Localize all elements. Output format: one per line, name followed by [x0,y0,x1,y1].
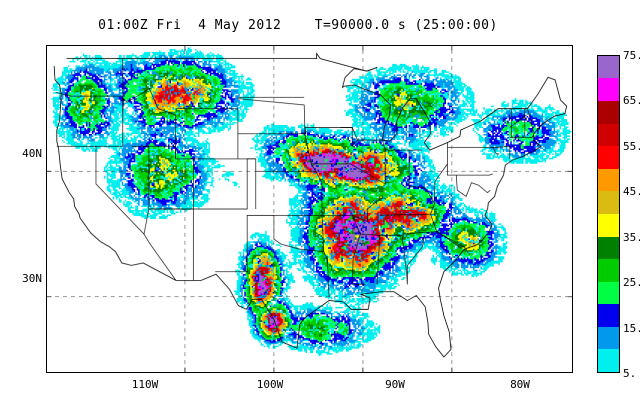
colorbar-label-55: 55. [623,139,640,153]
colorbar-label-75: 75. [623,49,640,62]
colorbar-band-5-10 [598,349,619,372]
colorbar-label-25: 25. [623,276,640,290]
xtick-100W: 100W [256,378,284,391]
map-plot-area [46,45,573,373]
colorbar-label-65: 65. [623,94,640,108]
colorbar-label-35: 35. [623,230,640,244]
colorbar-label-45: 45. [623,185,640,199]
colorbar-label-5: 5. [623,367,637,380]
colorbar-tick-labels: 5. 15. 25. 35. 45. 55. 65. 75. [621,47,640,381]
colorbar-band-30-35 [598,236,619,260]
reflectivity-colorbar [597,55,620,373]
xtick-90W: 90W [385,378,405,391]
colorbar-band-15-20 [598,304,619,327]
colorbar-band-60-65 [598,101,619,124]
colorbar-band-35-40 [598,213,619,237]
ytick-40N: 40N [22,147,42,160]
colorbar-band-55-60 [598,123,619,147]
colorbar-band-40-45 [598,191,619,214]
colorbar-band-65-70 [598,78,619,102]
reflectivity-field-canvas [47,46,572,372]
colorbar-band-20-25 [598,281,619,305]
colorbar-band-50-55 [598,146,619,169]
ytick-30N: 30N [22,272,42,285]
plot-title: 01:00Z Fri 4 May 2012 T=90000.0 s (25:00… [98,18,498,33]
xtick-110W: 110W [131,378,159,391]
colorbar-band-10-15 [598,326,619,350]
xtick-80W: 80W [510,378,530,391]
colorbar-band-25-30 [598,259,619,282]
colorbar-band-70-75 [598,55,619,79]
colorbar-label-15: 15. [623,321,640,335]
colorbar-band-45-50 [598,168,619,192]
